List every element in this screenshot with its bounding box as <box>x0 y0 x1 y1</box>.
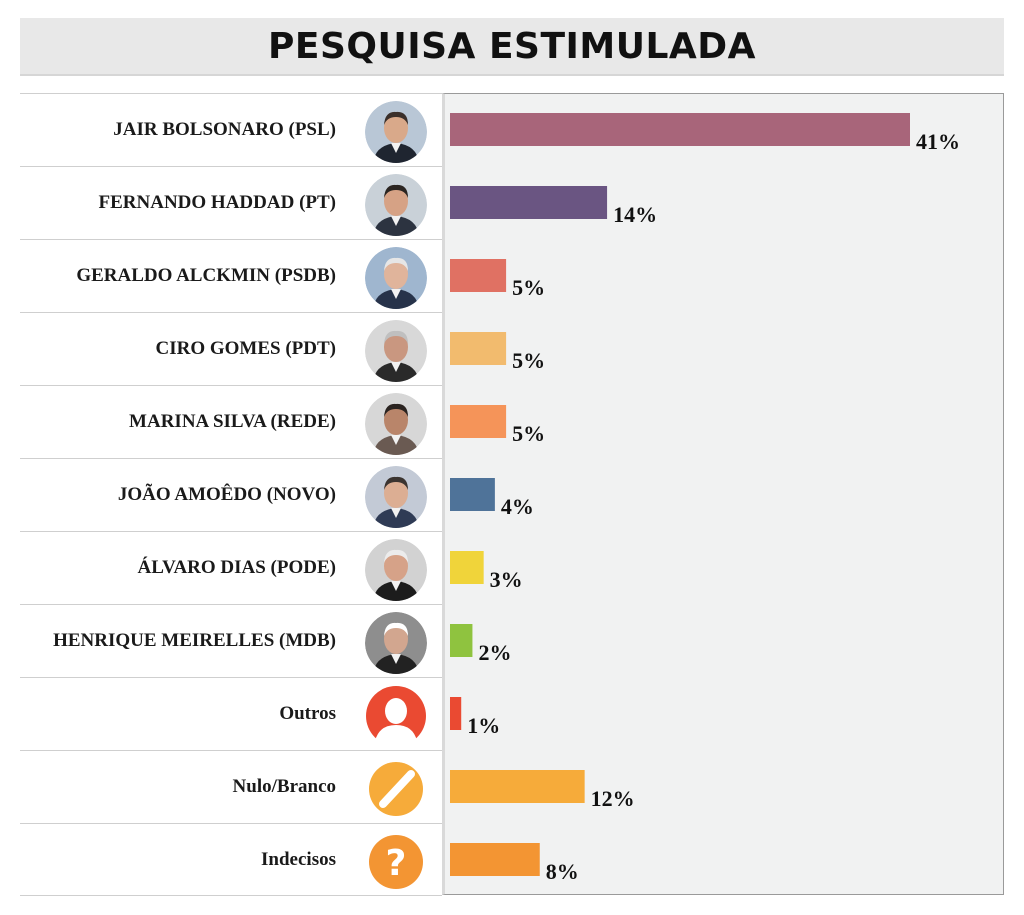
bar-ciro-gomes-pdt <box>450 332 507 365</box>
category-row-joao-amoedo-novo: JOÃO AMOÊDO (NOVO) <box>20 458 442 531</box>
bar-henrique-meirelles-mdb <box>450 624 473 657</box>
photo-marina-icon <box>365 393 427 455</box>
bar-joao-amoedo-novo <box>450 478 495 511</box>
photo-meirelles-icon <box>365 612 427 674</box>
question-icon: ? <box>365 831 427 893</box>
category-row-outros: Outros <box>20 677 442 750</box>
value-label-joao-amoedo-novo: 4% <box>501 494 534 519</box>
category-label: Indecisos <box>261 849 336 870</box>
category-row-ciro-gomes-pdt: CIRO GOMES (PDT) <box>20 312 442 385</box>
chart-header: PESQUISA ESTIMULADA <box>20 18 1004 76</box>
category-row-marina-silva-rede: MARINA SILVA (REDE) <box>20 385 442 458</box>
photo-bolsonaro-icon <box>365 101 427 163</box>
category-row-nulo-branco: Nulo/Branco <box>20 750 442 823</box>
category-row-alvaro-dias-pode: ÁLVARO DIAS (PODE) <box>20 531 442 604</box>
category-label: JAIR BOLSONARO (PSL) <box>113 119 336 140</box>
photo-alvaro-icon <box>365 539 427 601</box>
bar-nulo-branco <box>450 770 585 803</box>
value-label-indecisos: 8% <box>546 859 579 884</box>
value-label-ciro-gomes-pdt: 5% <box>512 348 545 373</box>
value-label-geraldo-alckmin-psdb: 5% <box>512 275 545 300</box>
value-label-outros: 1% <box>467 713 500 738</box>
photo-ciro-icon <box>365 320 427 382</box>
category-label: CIRO GOMES (PDT) <box>155 338 337 359</box>
bar-marina-silva-rede <box>450 405 507 438</box>
null-vote-icon <box>365 758 427 820</box>
bar-fernando-haddad-pt <box>450 186 608 219</box>
bar-chart: 41% 14% 5% 5% 5% 4% 3% 2% 1% 12% 8% <box>450 113 960 884</box>
bar-outros <box>450 697 462 730</box>
category-label: MARINA SILVA (REDE) <box>129 411 336 432</box>
plot-area <box>442 93 1004 895</box>
category-row-fernando-haddad-pt: FERNANDO HADDAD (PT) <box>20 166 442 239</box>
svg-text:?: ? <box>386 843 407 884</box>
category-label: ÁLVARO DIAS (PODE) <box>137 557 336 578</box>
value-label-henrique-meirelles-mdb: 2% <box>478 640 511 665</box>
value-label-fernando-haddad-pt: 14% <box>613 202 657 227</box>
category-label: GERALDO ALCKMIN (PSDB) <box>76 265 336 286</box>
category-row-jair-bolsonaro-psl: JAIR BOLSONARO (PSL) <box>20 93 442 166</box>
category-row-henrique-meirelles-mdb: HENRIQUE MEIRELLES (MDB) <box>20 604 442 677</box>
category-label: Nulo/Branco <box>232 776 336 797</box>
category-label: FERNANDO HADDAD (PT) <box>98 192 336 213</box>
bar-indecisos <box>450 843 540 876</box>
value-label-jair-bolsonaro-psl: 41% <box>916 129 960 154</box>
category-label: JOÃO AMOÊDO (NOVO) <box>117 484 336 505</box>
value-label-marina-silva-rede: 5% <box>512 421 545 446</box>
category-row-geraldo-alckmin-psdb: GERALDO ALCKMIN (PSDB) <box>20 239 442 312</box>
value-label-nulo-branco: 12% <box>591 786 635 811</box>
value-label-alvaro-dias-pode: 3% <box>490 567 523 592</box>
category-labels: JAIR BOLSONARO (PSL) FERNANDO HADDAD (PT… <box>20 93 442 896</box>
category-label: HENRIQUE MEIRELLES (MDB) <box>53 630 336 651</box>
category-label: Outros <box>279 703 336 724</box>
bar-alvaro-dias-pode <box>450 551 484 584</box>
photo-alckmin-icon <box>365 247 427 309</box>
bar-geraldo-alckmin-psdb <box>450 259 507 292</box>
photo-amoedo-icon <box>365 466 427 528</box>
bar-jair-bolsonaro-psl <box>450 113 910 146</box>
photo-haddad-icon <box>365 174 427 236</box>
person-icon <box>365 685 427 747</box>
chart-title: PESQUISA ESTIMULADA <box>267 25 757 67</box>
category-row-indecisos: Indecisos ? <box>20 823 442 896</box>
